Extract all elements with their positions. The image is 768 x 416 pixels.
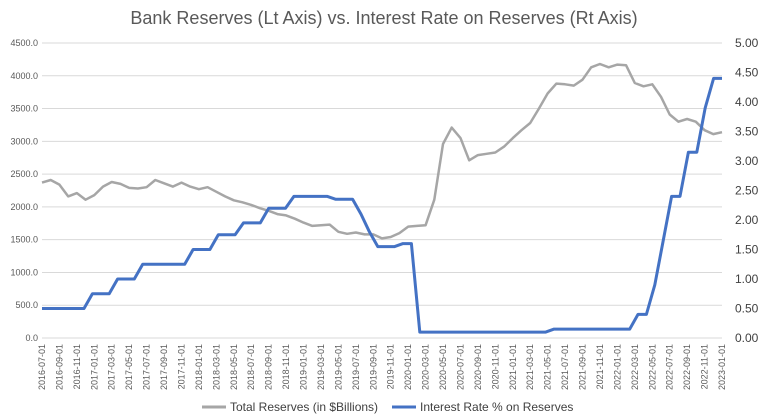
- x-tick-label: 2019-05-01: [333, 344, 343, 390]
- right-tick-label: 4.50: [735, 66, 759, 80]
- left-tick-label: 1000.0: [10, 267, 38, 277]
- left-tick-label: 4000.0: [10, 71, 38, 81]
- x-tick-label: 2018-11-01: [281, 344, 291, 389]
- right-tick-label: 5.00: [735, 36, 759, 50]
- x-tick-label: 2018-01-01: [194, 344, 204, 390]
- left-axis: 0.0 500.0 1000.0 1500.0 2000.0 2500.0 3000.0 35…: [10, 38, 38, 343]
- right-tick-label: 0.50: [735, 302, 759, 316]
- x-tick-label: 2020-11-01: [490, 344, 500, 389]
- right-tick-label: 2.00: [735, 213, 759, 227]
- x-tick-label: 2019-07-01: [351, 344, 361, 390]
- x-tick-label: 2019-11-01: [386, 344, 396, 389]
- x-tick-label: 2020-07-01: [455, 344, 465, 390]
- x-tick-label: 2023-01-01: [717, 344, 727, 390]
- left-tick-label: 3500.0: [10, 104, 38, 114]
- x-tick-label: 2017-09-01: [159, 344, 169, 390]
- right-tick-label: 1.50: [735, 243, 759, 257]
- x-tick-label: 2016-11-01: [72, 344, 82, 389]
- x-tick-label: 2021-11-01: [595, 344, 605, 389]
- gridlines: [42, 42, 722, 339]
- x-tick-label: 2019-09-01: [368, 344, 378, 390]
- right-tick-label: 0.00: [735, 331, 759, 345]
- legend-label-reserves: Total Reserves (in $Billions): [230, 400, 378, 414]
- x-tick-label: 2018-05-01: [229, 344, 239, 390]
- x-tick-label: 2022-01-01: [612, 344, 622, 390]
- x-tick-label: 2017-07-01: [142, 344, 152, 390]
- x-tick-label: 2019-03-01: [316, 344, 326, 390]
- left-tick-label: 1500.0: [10, 235, 38, 245]
- left-tick-label: 0.0: [25, 333, 38, 343]
- x-tick-label: 2022-07-01: [665, 344, 675, 390]
- x-tick-label: 2017-03-01: [107, 344, 117, 390]
- x-tick-label: 2021-03-01: [525, 344, 535, 390]
- right-tick-label: 2.50: [735, 184, 759, 198]
- left-tick-label: 500.0: [15, 300, 38, 310]
- x-tick-label: 2020-01-01: [403, 344, 413, 390]
- x-tick-label: 2017-11-01: [176, 344, 186, 389]
- x-tick-label: 2020-09-01: [473, 344, 483, 390]
- right-tick-label: 1.00: [735, 272, 759, 286]
- x-tick-label: 2017-05-01: [124, 344, 134, 390]
- chart-title: Bank Reserves (Lt Axis) vs. Interest Rat…: [130, 8, 637, 28]
- x-tick-label: 2022-09-01: [682, 344, 692, 390]
- x-tick-label: 2022-03-01: [630, 344, 640, 390]
- series-line-total-reserves: [41, 62, 723, 240]
- x-tick-label: 2017-01-01: [89, 344, 99, 390]
- x-tick-label: 2021-05-01: [543, 344, 553, 390]
- x-tick-label: 2022-11-01: [700, 344, 710, 389]
- left-tick-label: 2500.0: [10, 169, 38, 179]
- x-tick-label: 2020-05-01: [438, 344, 448, 390]
- x-tick-label: 2016-09-01: [54, 344, 64, 390]
- x-axis: 2016-07-01 2016-09-01 2016-11-01 2017-01-01…: [37, 344, 727, 390]
- legend: Total Reserves (in $Billions) Interest R…: [202, 400, 573, 414]
- x-tick-label: 2022-05-01: [647, 344, 657, 390]
- left-tick-label: 3000.0: [10, 136, 38, 146]
- x-tick-label: 2016-07-01: [37, 344, 47, 390]
- series-line-interest-rate: [42, 76, 722, 334]
- left-tick-label: 2000.0: [10, 202, 38, 212]
- series-lines: [41, 62, 723, 334]
- x-tick-label: 2018-09-01: [264, 344, 274, 390]
- x-tick-label: 2019-01-01: [299, 344, 309, 390]
- right-tick-label: 3.50: [735, 125, 759, 139]
- x-tick-label: 2018-03-01: [211, 344, 221, 390]
- left-tick-label: 4500.0: [10, 38, 38, 48]
- x-tick-label: 2021-09-01: [578, 344, 588, 390]
- x-tick-label: 2021-07-01: [560, 344, 570, 390]
- x-tick-label: 2021-01-01: [508, 344, 518, 390]
- x-tick-label: 2020-03-01: [421, 344, 431, 390]
- right-tick-label: 3.00: [735, 154, 759, 168]
- right-tick-label: 4.00: [735, 95, 759, 109]
- x-tick-label: 2018-07-01: [246, 344, 256, 390]
- legend-label-rate: Interest Rate % on Reserves: [420, 400, 573, 414]
- right-axis: 0.00 0.50 1.00 1.50 2.00 2.50 3.00 3.50 4.00 4.50…: [735, 36, 759, 345]
